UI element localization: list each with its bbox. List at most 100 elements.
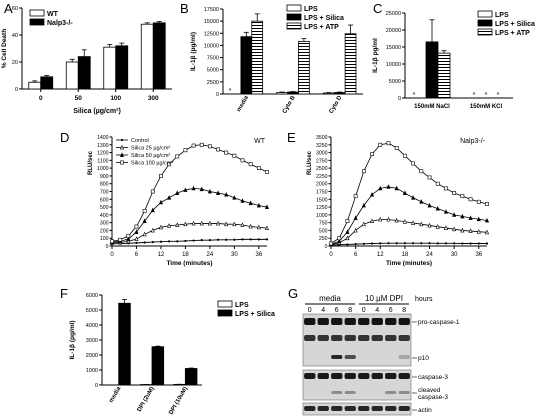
x-tick-label: 12 <box>158 252 165 258</box>
lane-label: 6 <box>335 307 339 314</box>
data-point <box>215 190 221 195</box>
bar <box>28 81 42 90</box>
series-2 <box>109 185 270 245</box>
y-tick-label: 1500 <box>316 197 328 203</box>
data-point <box>142 231 147 237</box>
data-point <box>427 222 432 228</box>
band-cleaved-caspase-3 <box>331 391 343 394</box>
series-3 <box>110 142 269 244</box>
x-tick-label: 24 <box>207 252 214 258</box>
data-point <box>468 215 473 220</box>
asterisk-annotation: * <box>497 92 500 99</box>
legend-label: Control <box>131 138 149 144</box>
data-point <box>158 224 164 230</box>
band-p10 <box>331 355 343 359</box>
data-point <box>175 222 180 227</box>
data-point <box>232 153 237 158</box>
data-point <box>460 213 465 219</box>
data-point <box>207 220 212 226</box>
data-point <box>120 138 124 142</box>
legend-swatch <box>477 19 493 27</box>
x-tick-label: 50 <box>75 95 83 102</box>
band-actin <box>317 406 329 411</box>
data-point <box>167 195 172 200</box>
data-point <box>233 238 236 241</box>
data-point <box>184 239 187 243</box>
bar <box>118 302 131 386</box>
data-point <box>387 242 390 245</box>
series-line <box>111 223 268 244</box>
y-axis-label: IL-1β (pg/ml) <box>69 321 76 360</box>
x-tick-label: 6 <box>354 252 358 258</box>
y-tick-label: 17500 <box>204 7 219 13</box>
y-tick-label: 2250 <box>316 174 328 180</box>
data-point <box>394 185 399 191</box>
data-point <box>395 242 398 245</box>
data-point <box>419 199 424 204</box>
data-point <box>256 166 261 171</box>
band-pro-caspase-1 <box>344 318 356 325</box>
data-point <box>120 160 124 165</box>
data-point <box>143 241 146 244</box>
x-tick-label: 0 <box>110 252 114 258</box>
band-p10 <box>398 355 410 359</box>
band-intermediate <box>331 335 343 341</box>
panel-title: WT <box>254 138 266 145</box>
band-caspase-3 <box>398 373 410 379</box>
data-point <box>353 194 358 199</box>
data-point <box>183 148 188 153</box>
lane-label: 0 <box>308 307 312 314</box>
y-tick-label: 7500 <box>207 56 219 62</box>
data-point <box>224 191 229 197</box>
data-point <box>151 241 154 244</box>
band-label: caspase-3 <box>418 374 448 381</box>
y-tick-label: 0 <box>216 92 219 98</box>
data-point <box>484 229 490 235</box>
data-point <box>240 198 245 203</box>
data-point <box>256 202 261 208</box>
legend-label: LPS + ATP <box>495 30 530 37</box>
data-point <box>435 181 440 186</box>
x-axis-label: Time (minutes) <box>166 260 212 267</box>
y-axis-label: RLU/sec <box>307 150 313 175</box>
y-tick-label: 200 <box>100 228 109 234</box>
group-label-media: media <box>319 294 341 303</box>
y-tick-label: 300 <box>100 221 109 227</box>
x-tick-label: 0 <box>39 95 43 102</box>
data-point <box>192 239 195 242</box>
band-actin <box>398 406 410 411</box>
y-tick-label: 0 <box>106 244 109 250</box>
data-point <box>435 224 440 229</box>
legend-swatch <box>217 309 233 317</box>
asterisk-annotation: * <box>485 92 488 99</box>
y-tick-label: 6000 <box>86 293 98 299</box>
data-point <box>362 242 365 245</box>
data-point <box>264 225 270 230</box>
y-tick-label: 600 <box>100 197 109 203</box>
y-tick-label: 1100 <box>97 158 108 164</box>
y-tick-label: 12500 <box>204 31 219 37</box>
data-point <box>419 169 424 174</box>
x-tick-label: 0 <box>329 252 333 258</box>
x-tick-label: 30 <box>231 252 238 258</box>
series-line <box>330 219 488 245</box>
asterisk-annotation: * <box>413 92 416 99</box>
data-point <box>420 242 423 245</box>
y-tick-label: 25000 <box>386 11 401 17</box>
data-point <box>468 228 473 233</box>
y-tick-label: 800 <box>100 182 109 188</box>
data-point <box>411 220 416 225</box>
data-point <box>134 224 139 229</box>
data-point <box>199 142 204 147</box>
legend-swatch <box>286 13 302 21</box>
y-tick-label: 0 <box>95 383 98 389</box>
data-point <box>411 161 416 166</box>
y-tick-label: 5000 <box>86 308 98 314</box>
x-tick-label: media <box>236 94 250 113</box>
data-point <box>158 199 164 205</box>
blot-membrane <box>302 402 412 416</box>
data-point <box>353 227 358 233</box>
lane-label: 4 <box>375 307 379 314</box>
band-pro-caspase-1 <box>317 318 329 325</box>
